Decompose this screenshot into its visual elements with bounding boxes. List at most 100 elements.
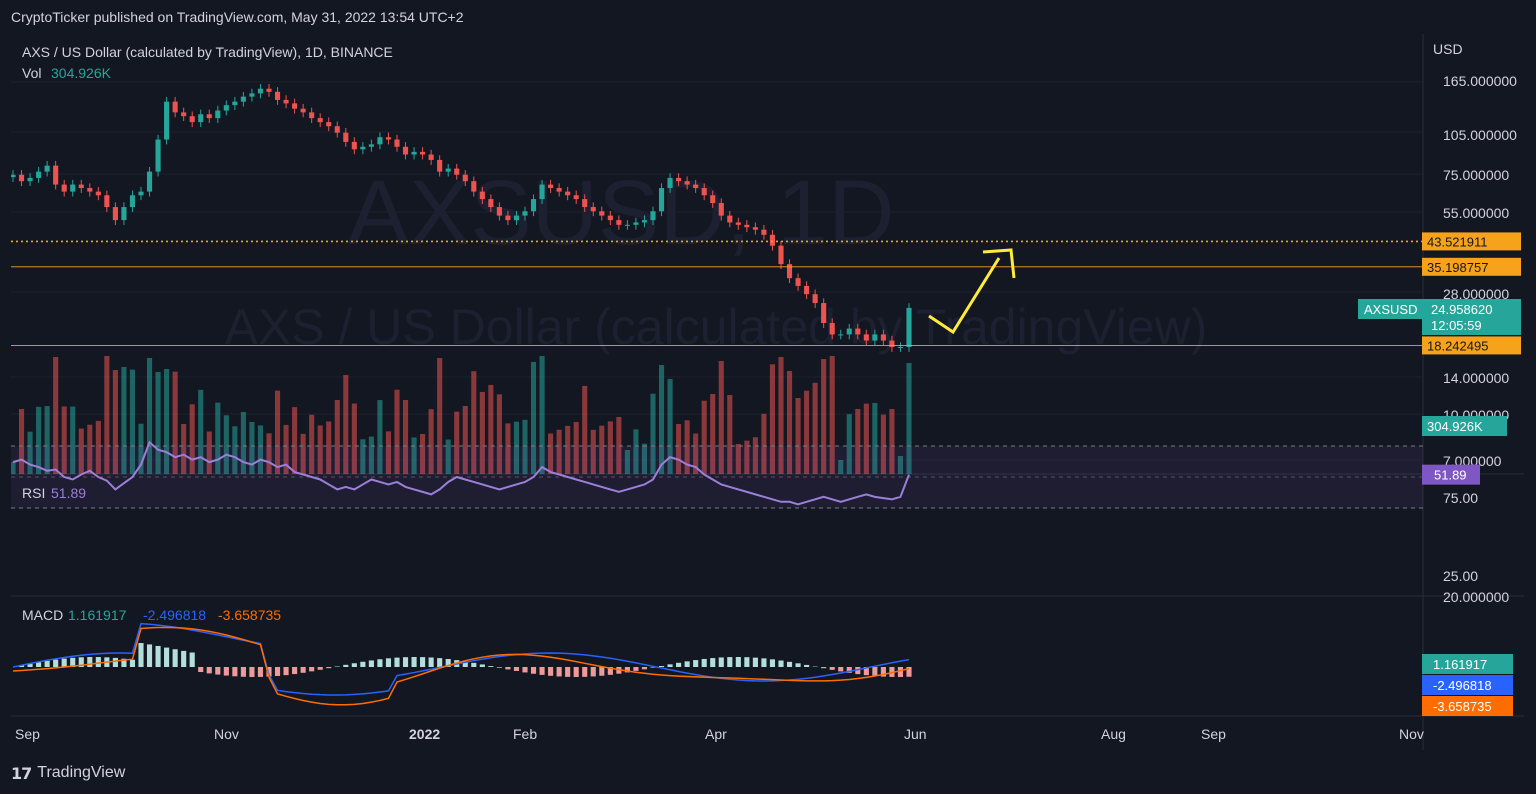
time-tick: 2022: [409, 726, 440, 742]
candle-body: [266, 88, 272, 92]
macd-hist-bar: [829, 667, 835, 670]
macd-hist-bar: [906, 667, 912, 677]
candle-body: [437, 159, 443, 172]
candle-body: [121, 207, 127, 221]
macd-hist-bar: [838, 667, 844, 672]
time-tick: Sep: [1201, 726, 1226, 742]
macd-hist-bar: [257, 667, 264, 677]
candle-body: [479, 191, 485, 200]
price-tick: 55.000000: [1443, 205, 1509, 221]
macd-hist-bar: [624, 667, 630, 673]
candle-body: [522, 211, 528, 216]
macd-hist-bar: [215, 667, 221, 675]
macd-hist-bar: [95, 657, 101, 667]
candle-body: [240, 96, 246, 102]
candle-body: [548, 184, 554, 189]
price-tick: 28.000000: [1443, 286, 1509, 302]
candle-body: [838, 334, 844, 336]
macd-hist-bar: [343, 664, 349, 667]
volume-bar: [846, 414, 852, 474]
volume-bar: [769, 364, 776, 474]
macd-hist-bar: [44, 660, 50, 667]
volume-bar: [129, 369, 136, 474]
macd-hist-bar: [599, 667, 605, 676]
chart-area[interactable]: AXSUSD, 1D AXS / US Dollar (calculated by…: [11, 34, 1524, 750]
chart-title: AXS / US Dollar (calculated by TradingVi…: [22, 44, 393, 60]
candle-body: [880, 334, 886, 341]
macd-hist-bar: [70, 657, 76, 667]
rsi-line: [12, 440, 910, 506]
volume-bar: [633, 429, 639, 474]
macd-hist-bar: [18, 665, 25, 667]
volume-bar: [78, 428, 84, 474]
candle-body: [445, 168, 451, 172]
level-label: 43.521911: [1427, 234, 1488, 249]
countdown: 12:05:59: [1431, 318, 1482, 333]
candle-body: [198, 114, 204, 123]
volume-bar: [249, 422, 255, 474]
vol-value: 304.926K: [51, 65, 112, 81]
volume-bar: [607, 421, 613, 474]
macd-line: [12, 622, 910, 696]
macd-hist-bar: [146, 644, 153, 667]
candle-body: [573, 195, 579, 200]
candle-body: [61, 184, 67, 192]
macd-hist-bar: [232, 667, 238, 677]
candle-body: [804, 285, 810, 295]
candle-body: [650, 211, 656, 221]
candle-body: [565, 191, 571, 196]
level-label-bg: [1422, 232, 1521, 251]
volume-bar: [437, 358, 443, 474]
volume-bar: [317, 425, 323, 474]
macd-hist-bar: [505, 667, 511, 670]
candle-body: [249, 93, 255, 97]
macd-hist-bar: [650, 667, 656, 668]
candle-body: [624, 224, 630, 226]
price-tick: 105.000000: [1443, 127, 1517, 143]
volume-bar: [454, 411, 460, 474]
rsi-tick: 75.00: [1443, 490, 1478, 506]
macd-hist-bar: [701, 658, 707, 667]
macd-hist-bar: [121, 658, 127, 667]
volume-bar: [522, 419, 528, 474]
volume-bar: [18, 409, 25, 474]
candle-body: [360, 146, 366, 150]
candle-body: [863, 334, 869, 341]
macd-hist-bar: [573, 667, 579, 677]
volume-bar: [95, 420, 101, 474]
volume-bar: [872, 403, 878, 474]
candle-body: [394, 139, 400, 147]
chart-svg[interactable]: AXSUSD, 1D AXS / US Dollar (calculated by…: [11, 34, 1524, 750]
candle-body: [283, 99, 289, 104]
macd-hist-bar: [471, 662, 477, 667]
time-tick: Nov: [1399, 726, 1424, 742]
macd-hist-bar: [61, 658, 67, 667]
candle-body: [667, 177, 673, 189]
macd-hist-bar: [283, 667, 289, 676]
time-tick: Sep: [15, 726, 40, 742]
volume-bar: [590, 429, 596, 474]
macd-value-bg: [1422, 696, 1513, 716]
volume-bar: [428, 409, 434, 474]
candle-body: [164, 101, 170, 140]
macd-hist-bar: [727, 657, 733, 667]
macd-hist-bar: [300, 667, 306, 673]
macd-hist-bar: [658, 665, 665, 667]
price-tick: 165.000000: [1443, 73, 1517, 89]
macd-hist-bar: [445, 659, 451, 667]
volume-bar: [880, 414, 886, 474]
volume-bar: [326, 421, 332, 474]
candle-body: [778, 245, 784, 265]
candle-body: [78, 184, 84, 189]
volume-bar: [36, 406, 42, 474]
candle-body: [206, 114, 212, 119]
footer: 17 TradingView: [11, 760, 125, 786]
volume-bar: [462, 406, 468, 474]
volume-bar: [496, 394, 502, 474]
candle-body: [411, 151, 417, 155]
rsi-tick: 25.00: [1443, 568, 1478, 584]
macd-hist-bar: [821, 667, 827, 669]
macd-hist-bar: [164, 647, 170, 667]
volume-bar: [513, 421, 520, 474]
vol-label: Vol: [22, 65, 41, 81]
